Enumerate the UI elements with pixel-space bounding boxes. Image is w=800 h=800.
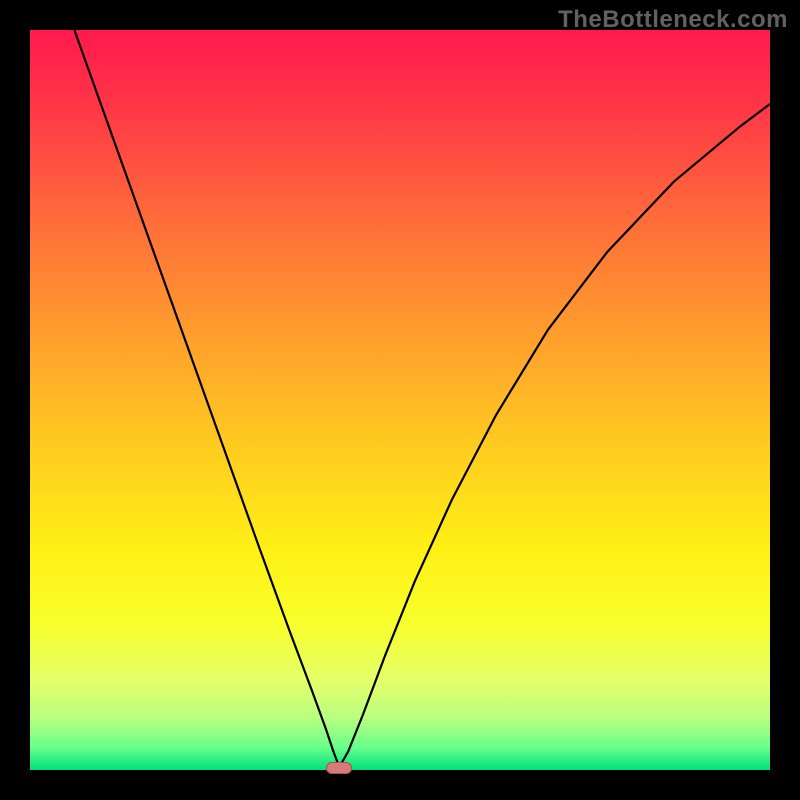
chart-container: TheBottleneck.com xyxy=(0,0,800,800)
gradient-plot-area xyxy=(30,30,770,770)
watermark-text: TheBottleneck.com xyxy=(558,6,788,34)
minimum-marker xyxy=(326,762,352,774)
